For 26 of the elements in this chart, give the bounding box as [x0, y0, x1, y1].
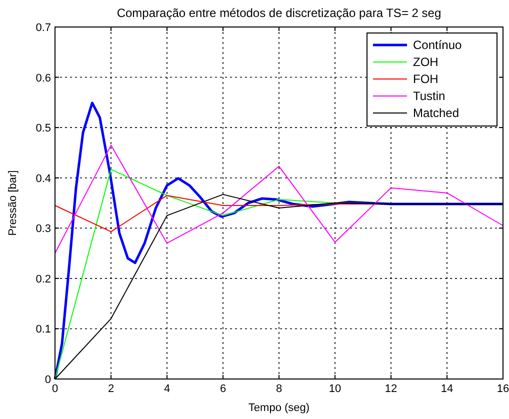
- y-tick-label: 0.1: [36, 324, 51, 336]
- x-tick-label: 10: [328, 383, 342, 395]
- x-tick-label: 8: [276, 383, 282, 395]
- y-tick-label: 0.7: [36, 22, 51, 34]
- y-tick-label: 0.3: [36, 223, 51, 236]
- y-tick-label: 0.4: [36, 172, 51, 185]
- y-tick-label: 0.6: [36, 72, 51, 84]
- x-tick-label: 14: [440, 383, 454, 395]
- line-series: [54, 144, 504, 254]
- legend-label: FOH: [413, 72, 438, 86]
- legend-label: Tustin: [413, 89, 446, 103]
- y-tick-label: 0.2: [36, 273, 51, 286]
- x-tick-label: 16: [496, 383, 509, 395]
- legend-label: Contínuo: [413, 38, 462, 52]
- legend-label: Matched: [413, 106, 460, 120]
- x-tick-label: 6: [220, 383, 226, 395]
- chart-title: Comparação entre métodos de discretização para TS= 2 seg: [116, 6, 442, 20]
- x-tick-label: 12: [384, 383, 398, 395]
- legend-label: ZOH: [413, 55, 438, 69]
- x-tick-label: 4: [164, 383, 170, 395]
- y-tick-label: 0.5: [36, 122, 51, 135]
- x-tick-label: 2: [108, 383, 114, 395]
- y-tick-label: 0: [44, 374, 51, 386]
- x-tick-label: 0: [52, 383, 58, 395]
- y-axis-title: Pressão [bar]: [7, 170, 19, 236]
- x-axis-title: Tempo (seg): [248, 402, 310, 414]
